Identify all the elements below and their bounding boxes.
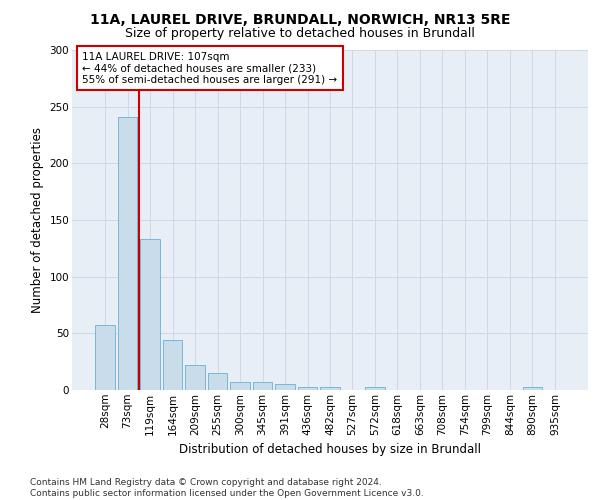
Bar xyxy=(298,386,317,390)
Bar xyxy=(523,386,542,390)
Y-axis label: Number of detached properties: Number of detached properties xyxy=(31,127,44,313)
Bar xyxy=(163,340,182,390)
Bar xyxy=(140,240,160,390)
Bar xyxy=(320,386,340,390)
Bar xyxy=(275,384,295,390)
Bar xyxy=(208,373,227,390)
Bar xyxy=(365,386,385,390)
Text: 11A, LAUREL DRIVE, BRUNDALL, NORWICH, NR13 5RE: 11A, LAUREL DRIVE, BRUNDALL, NORWICH, NR… xyxy=(90,12,510,26)
Text: Contains HM Land Registry data © Crown copyright and database right 2024.
Contai: Contains HM Land Registry data © Crown c… xyxy=(30,478,424,498)
Bar xyxy=(253,382,272,390)
Bar xyxy=(118,117,137,390)
Text: Size of property relative to detached houses in Brundall: Size of property relative to detached ho… xyxy=(125,28,475,40)
Text: 11A LAUREL DRIVE: 107sqm
← 44% of detached houses are smaller (233)
55% of semi-: 11A LAUREL DRIVE: 107sqm ← 44% of detach… xyxy=(82,52,337,85)
X-axis label: Distribution of detached houses by size in Brundall: Distribution of detached houses by size … xyxy=(179,443,481,456)
Bar xyxy=(185,365,205,390)
Bar xyxy=(95,326,115,390)
Bar xyxy=(230,382,250,390)
